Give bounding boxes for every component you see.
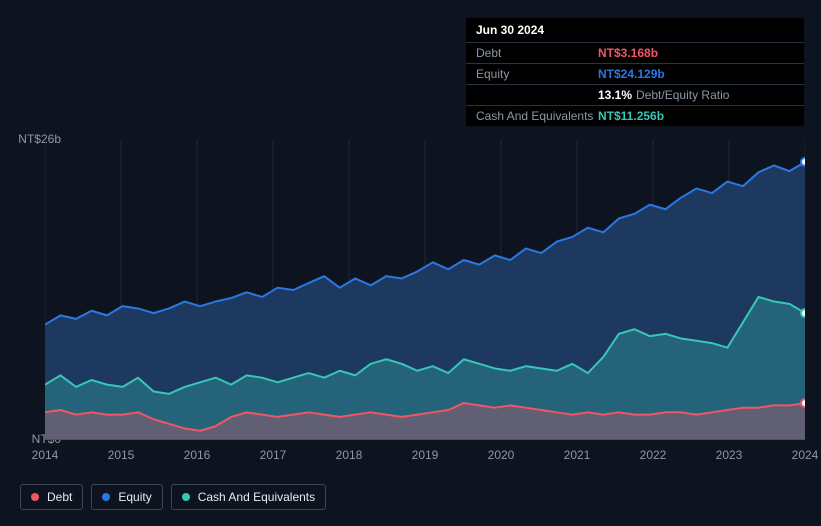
x-axis-tick: 2015 [108,448,135,462]
tooltip-row: Cash And EquivalentsNT$11.256b [466,106,804,126]
summary-tooltip: Jun 30 2024 DebtNT$3.168bEquityNT$24.129… [466,18,804,126]
tooltip-row-value: NT$3.168b [598,47,658,59]
x-axis-tick: 2018 [336,448,363,462]
tooltip-row-label: Equity [476,68,598,80]
x-axis-tick: 2014 [32,448,59,462]
legend-item[interactable]: Debt [20,484,83,510]
tooltip-row: EquityNT$24.129b [466,64,804,85]
legend-dot-icon [182,493,190,501]
x-axis-tick: 2016 [184,448,211,462]
x-axis-tick: 2021 [564,448,591,462]
tooltip-row-value: NT$24.129b [598,68,665,80]
x-axis-tick: 2023 [716,448,743,462]
legend-label: Equity [118,490,151,504]
x-axis-tick: 2017 [260,448,287,462]
tooltip-row-label: Cash And Equivalents [476,110,598,122]
legend-label: Debt [47,490,72,504]
x-axis-tick: 2024 [792,448,819,462]
x-axis-tick: 2020 [488,448,515,462]
legend-dot-icon [102,493,110,501]
legend-item[interactable]: Equity [91,484,162,510]
tooltip-row-suffix: Debt/Equity Ratio [636,89,729,101]
line-chart-svg [45,140,805,440]
legend-item[interactable]: Cash And Equivalents [171,484,326,510]
tooltip-row-label: Debt [476,47,598,59]
x-axis-tick: 2022 [640,448,667,462]
tooltip-row-label [476,89,598,101]
legend-label: Cash And Equivalents [198,490,315,504]
tooltip-row-value: NT$11.256b [598,110,664,122]
chart-area[interactable] [45,140,805,440]
x-axis-labels: 2014201520162017201820192020202120222023… [45,448,805,466]
tooltip-date: Jun 30 2024 [466,18,804,43]
x-axis-tick: 2019 [412,448,439,462]
tooltip-row: 13.1% Debt/Equity Ratio [466,85,804,106]
chart-legend: Debt Equity Cash And Equivalents [20,484,326,510]
tooltip-row-value: 13.1% [598,89,632,101]
legend-dot-icon [31,493,39,501]
tooltip-row: DebtNT$3.168b [466,43,804,64]
